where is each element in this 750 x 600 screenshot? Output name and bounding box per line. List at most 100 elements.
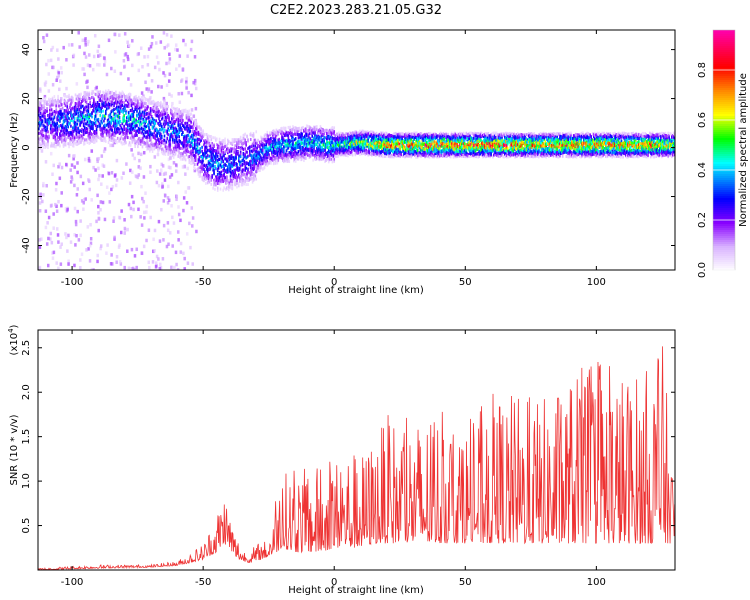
spectrogram-cell <box>326 135 328 139</box>
spectrogram-cell <box>290 149 292 153</box>
spectrogram-noise-cell <box>192 114 196 118</box>
spectrogram-cell <box>304 148 306 152</box>
spectrogram-noise-cell <box>97 156 100 161</box>
spectrogram-cell <box>231 183 234 187</box>
spectrogram-cell <box>297 150 300 154</box>
spectrogram-cell <box>228 150 231 154</box>
spectrogram-cell <box>332 149 335 153</box>
spectrogram-cell <box>150 146 153 150</box>
spectrogram-cell <box>177 145 180 149</box>
spectrogram-cell <box>116 110 119 114</box>
spectrogram-cell <box>56 110 58 114</box>
spectrogram-cell <box>268 155 270 159</box>
spectrogram-noise-cell <box>81 67 84 71</box>
spectrogram-noise-cell <box>84 197 87 201</box>
spectrogram-noise-cell <box>173 265 176 270</box>
spectrogram-cell <box>253 164 256 168</box>
spectrogram-cell <box>154 121 157 125</box>
spectrogram-cell <box>150 133 153 137</box>
spectrogram-cell <box>128 94 131 98</box>
spectrogram-noise-cell <box>147 73 151 77</box>
spectrogram-cell <box>126 116 128 120</box>
spectrogram-cell <box>75 97 78 101</box>
spectrogram-cell <box>74 101 77 105</box>
spectrogram-noise-cell <box>84 55 88 59</box>
spectrogram-cell <box>69 136 71 140</box>
spectrogram-cell <box>284 143 287 147</box>
spectrogram-cell <box>227 188 230 192</box>
spectrogram-cell <box>147 133 149 137</box>
spectrogram-cell <box>134 107 136 111</box>
spectrogram-cell <box>160 102 163 106</box>
spectrogram-cell <box>155 139 158 143</box>
spectrogram-cell <box>235 176 237 180</box>
spectrogram-cell <box>71 96 73 100</box>
spectrogram-cell <box>185 125 188 129</box>
spectrogram-cell <box>120 135 123 139</box>
spectrogram-cell <box>188 158 191 162</box>
spectrogram-cell <box>310 127 313 131</box>
spectrogram-cell <box>236 162 238 166</box>
spectrogram-cell <box>114 92 116 96</box>
spectrogram-cell <box>299 143 302 147</box>
spectrogram-cell <box>256 165 258 169</box>
spectrogram-cell <box>267 162 269 166</box>
spectrogram-cell <box>115 128 117 132</box>
spectrogram-cell <box>244 147 247 151</box>
spectrogram-cell <box>118 116 121 120</box>
spectrogram-cell <box>104 116 106 120</box>
spectrogram-cell <box>346 145 348 149</box>
spectrogram-cell <box>99 137 102 141</box>
spectrogram-cell <box>257 144 259 148</box>
spectrogram-cell <box>241 169 244 173</box>
spectrogram-cell <box>105 96 108 100</box>
spectrogram-cell <box>216 167 219 171</box>
spectrogram-cell <box>262 166 265 170</box>
spectrogram-cell <box>253 148 256 152</box>
spectrogram-cell <box>157 114 159 118</box>
spectrogram-cell <box>252 141 255 145</box>
spectrogram-cell <box>70 137 72 141</box>
spectrogram-cell <box>184 158 187 162</box>
spectrogram-cell <box>45 132 47 136</box>
spectrogram-cell <box>114 134 116 138</box>
spectrogram-cell <box>84 99 87 103</box>
spectrogram-cell <box>77 99 80 103</box>
spectrogram-cell <box>258 150 260 154</box>
spectrogram-noise-cell <box>55 181 58 186</box>
spectrogram-cell <box>125 141 127 145</box>
spectrogram-cell <box>233 147 236 151</box>
spectrogram-cell <box>65 117 68 121</box>
spectrogram-cell <box>319 152 322 156</box>
spectrogram-noise-cell <box>168 231 172 235</box>
spectrogram-cell <box>138 95 140 99</box>
spectrogram-cell <box>335 151 337 155</box>
spectrogram-cell <box>201 161 203 165</box>
spectrogram-cell <box>288 126 291 130</box>
spectrogram-cell <box>269 137 271 141</box>
spectrogram-cell <box>189 113 191 117</box>
spectrogram-cell <box>50 112 53 116</box>
spectrogram-cell <box>303 138 305 142</box>
spectrogram-noise-cell <box>130 194 134 199</box>
spectrogram-cell <box>138 106 141 110</box>
spectrogram-cell <box>44 120 47 124</box>
spectrogram-cell <box>270 156 272 160</box>
spectrogram-cell <box>234 180 236 184</box>
spectrogram-cell <box>54 132 57 136</box>
spectrogram-cell <box>190 117 192 121</box>
spectrogram-cell <box>286 159 289 163</box>
spectrogram-noise-cell <box>164 140 167 144</box>
spectrogram-cell <box>247 167 249 171</box>
spectrogram-cell <box>82 110 85 114</box>
spectrogram-cell <box>198 126 201 130</box>
spectrogram-cell <box>286 153 289 157</box>
spectrogram-cell <box>115 105 118 109</box>
spectrogram-cell <box>281 147 283 151</box>
spectrogram-cell <box>256 150 258 154</box>
spectrogram-cell <box>337 132 339 136</box>
spectrogram-cell <box>105 128 108 132</box>
spectrogram-cell <box>66 129 69 133</box>
spectrogram-noise-cell <box>97 216 101 221</box>
spectrogram-noise-cell <box>60 191 63 195</box>
